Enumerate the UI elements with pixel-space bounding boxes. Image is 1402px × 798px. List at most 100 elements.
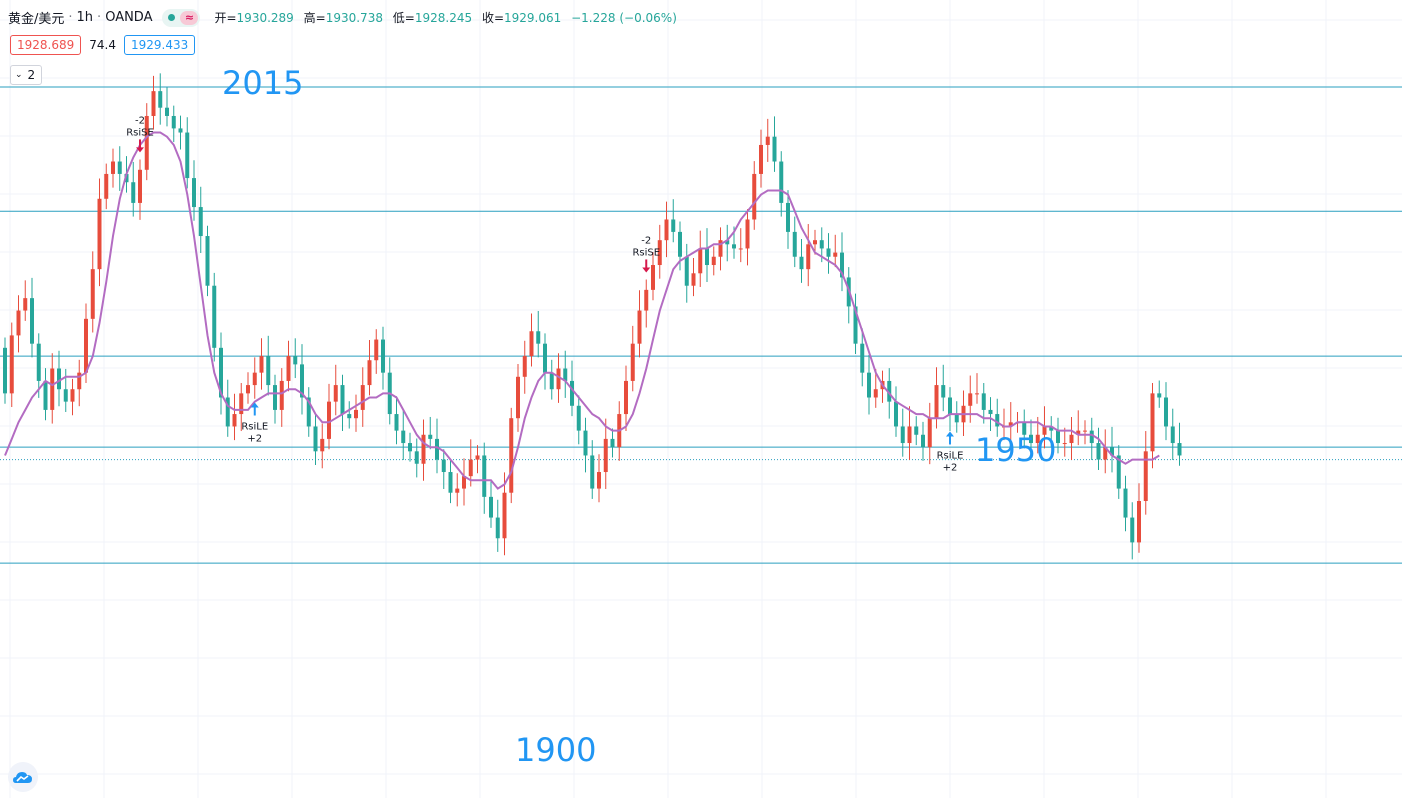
candle (752, 161, 757, 230)
candle (799, 238, 804, 283)
candle (408, 432, 412, 462)
candle-body (462, 476, 466, 489)
candle-body (3, 347, 7, 394)
candle (3, 337, 7, 404)
candle (1123, 475, 1128, 532)
market-status-pill[interactable]: ≈ (162, 8, 201, 27)
candle (367, 339, 372, 396)
ma-line (4, 131, 1160, 490)
candle-body (84, 318, 88, 373)
indicators-toggle-button[interactable]: ⌄ 2 (10, 65, 43, 85)
candle-body (1056, 430, 1060, 444)
tradingview-logo[interactable] (8, 762, 38, 792)
candle-body (192, 178, 196, 208)
candle (144, 103, 149, 181)
candle-body (887, 380, 892, 402)
candle-body (954, 414, 959, 423)
signal-qty: -2 (641, 235, 651, 246)
candle (225, 379, 230, 437)
candle-body (779, 161, 784, 203)
candle-body (124, 173, 129, 183)
candle-body (934, 385, 939, 419)
candle-body (1137, 501, 1141, 543)
candle-body (1170, 426, 1175, 444)
candle (995, 398, 1000, 437)
candle-body (705, 248, 709, 266)
candle (401, 410, 406, 461)
candle-body (799, 256, 804, 270)
candle-body (563, 368, 568, 381)
candle-body (590, 455, 595, 489)
candle (36, 333, 41, 398)
candle-body (914, 426, 919, 435)
candle-body (252, 372, 257, 386)
legend-separator: · (68, 10, 73, 25)
candle-body (408, 443, 412, 452)
candle (1130, 502, 1135, 560)
candle-body (772, 136, 777, 162)
candle (630, 325, 635, 392)
interval-label[interactable]: 1h (76, 10, 94, 25)
symbol-name[interactable]: 黄金/美元 (8, 12, 65, 27)
candle-body (853, 306, 858, 344)
candle-body (1042, 426, 1047, 435)
candle (266, 335, 271, 396)
candle (151, 75, 156, 130)
signal-qty: +2 (247, 434, 262, 445)
candle (1049, 416, 1054, 448)
candle (1150, 383, 1155, 469)
candle-body (1096, 443, 1101, 460)
candle-body (138, 169, 142, 203)
candle-body (441, 459, 446, 473)
candle-body (671, 219, 676, 232)
candle (246, 372, 250, 404)
candle-body (1177, 443, 1182, 456)
candle (792, 216, 797, 268)
ohlc-values: 开=1930.289 高=1930.738 低=1928.245 收=1929.… (214, 9, 676, 26)
candle-body (104, 173, 109, 199)
candle-body (921, 434, 925, 448)
candle (765, 118, 770, 162)
candle-body (745, 219, 750, 249)
candle-body (725, 240, 730, 245)
change-value: −1.228 (−0.06%) (571, 11, 677, 25)
candle (1076, 410, 1081, 446)
candle (691, 257, 696, 297)
candle (374, 329, 379, 374)
candle-body (988, 409, 993, 415)
candle (468, 439, 473, 487)
candle-body (293, 356, 298, 365)
candle-body (826, 248, 831, 257)
candle (212, 272, 217, 362)
candle-body (327, 401, 331, 439)
candle (914, 416, 919, 446)
candle (597, 454, 601, 503)
candle-body (259, 356, 264, 373)
signal-arrow-head-icon (642, 267, 651, 273)
candle-body (448, 472, 453, 493)
candle (259, 338, 264, 390)
candle-body (907, 426, 912, 444)
candle (495, 499, 500, 552)
candle (563, 350, 568, 398)
sell-price-button[interactable]: 1928.689 (10, 35, 82, 55)
horizontal-levels (0, 86, 1402, 564)
candle (1137, 483, 1141, 553)
buy-price-button[interactable]: 1929.433 (123, 35, 196, 55)
candle-body (806, 244, 811, 270)
candle (360, 367, 365, 427)
signal-arrow-head-icon (946, 431, 954, 437)
candle (16, 295, 21, 353)
candle-body (576, 405, 581, 431)
candle (1103, 429, 1108, 474)
candle (941, 364, 946, 412)
candle-body (178, 128, 183, 133)
candle-body (981, 393, 986, 410)
candle (772, 116, 777, 172)
candle (1110, 426, 1114, 473)
candle-body (657, 240, 662, 266)
candle-body (50, 368, 55, 410)
candle (77, 359, 82, 407)
